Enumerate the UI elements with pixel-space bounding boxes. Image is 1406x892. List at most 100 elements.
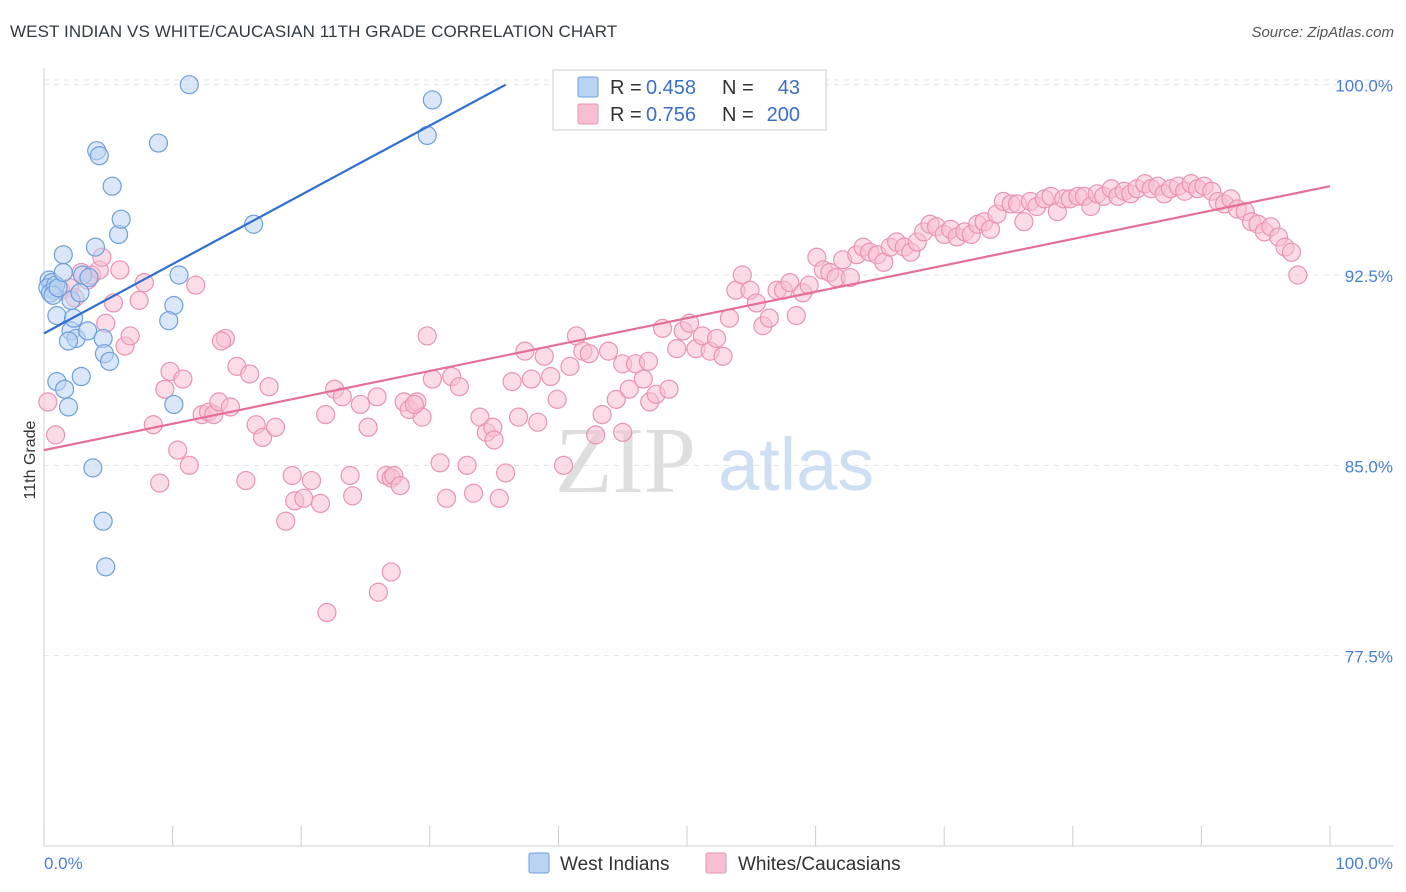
- whites-caucasians-point: [1014, 212, 1034, 232]
- west-indians-point: [99, 351, 120, 371]
- bottom-legend-whites: Whites/Caucasians: [738, 854, 901, 875]
- whites-caucasians-point: [340, 465, 360, 486]
- whites-caucasians-point: [786, 306, 806, 326]
- x-tick-labels: 0.0% 100.0%: [44, 854, 1393, 873]
- y-tick-label: 100.0%: [1335, 77, 1393, 96]
- whites-caucasians-point: [301, 470, 322, 491]
- whites-caucasians-point: [547, 389, 567, 409]
- whites-caucasians-point: [179, 455, 199, 475]
- whites-caucasians-point: [528, 412, 548, 432]
- west-indians-point: [164, 394, 184, 415]
- whites-caucasians-point: [732, 265, 752, 285]
- source-label: Source: ZipAtlas.com: [1251, 24, 1394, 41]
- west-indians-point: [89, 146, 109, 166]
- series-whites-caucasians: [38, 174, 1308, 623]
- west-indians-point: [179, 75, 199, 95]
- whites-caucasians-point: [759, 308, 779, 328]
- axes: [43, 68, 1393, 847]
- whites-caucasians-point: [560, 356, 580, 376]
- bottom-legend-swatch-blue: [528, 852, 550, 874]
- west-indians-point: [53, 262, 73, 283]
- whites-caucasians-point: [38, 392, 58, 412]
- legend-r-label-0: R =: [610, 77, 642, 99]
- whites-caucasians-point: [489, 488, 509, 508]
- y-tick-labels: 77.5% 85.0% 92.5% 100.0%: [1335, 77, 1393, 667]
- y-tick-label: 77.5%: [1345, 648, 1393, 667]
- whites-caucasians-point: [534, 346, 554, 366]
- whites-caucasians-point: [343, 486, 363, 506]
- trend-line-west-indians: [43, 83, 507, 335]
- whites-caucasians-point: [484, 430, 504, 450]
- west-indians-point: [54, 379, 75, 399]
- whites-caucasians-point: [404, 394, 424, 415]
- west-indians-point: [58, 397, 79, 417]
- west-indians-point: [96, 557, 116, 577]
- west-indians-point: [148, 133, 169, 153]
- whites-caucasians-point: [638, 351, 659, 371]
- west-indians-point: [159, 311, 179, 331]
- legend-n-value-1: 200: [767, 104, 800, 126]
- whites-caucasians-point: [706, 328, 727, 349]
- whites-caucasians-point: [294, 488, 314, 508]
- west-indians-point: [71, 366, 91, 387]
- legend-swatch-blue: [577, 76, 599, 98]
- whites-caucasians-point: [236, 470, 256, 491]
- whites-caucasians-point: [508, 407, 529, 427]
- whites-caucasians-point: [317, 602, 337, 623]
- whites-caucasians-point: [606, 389, 626, 409]
- x-tick-label-max: 100.0%: [1335, 854, 1393, 873]
- whites-caucasians-point: [502, 372, 522, 392]
- whites-caucasians-point: [713, 346, 733, 366]
- trend-lines: [43, 83, 1331, 452]
- whites-caucasians-point: [211, 331, 232, 351]
- whites-caucasians-point: [633, 369, 653, 389]
- trend-line-whites-caucasians: [43, 185, 1331, 452]
- chart-title: WEST INDIAN VS WHITE/CAUCASIAN 11TH GRAD…: [10, 22, 618, 41]
- whites-caucasians-point: [358, 417, 378, 437]
- whites-caucasians-point: [457, 455, 477, 475]
- whites-caucasians-point: [436, 488, 457, 508]
- y-tick-label: 92.5%: [1345, 267, 1393, 286]
- whites-caucasians-point: [463, 483, 484, 503]
- legend-n-value-0: 43: [778, 77, 800, 99]
- whites-caucasians-point: [1281, 242, 1302, 262]
- whites-caucasians-point: [390, 476, 410, 496]
- whites-caucasians-point: [45, 425, 66, 445]
- legend-n-label-0: N =: [722, 77, 754, 99]
- whites-caucasians-point: [496, 463, 516, 483]
- west-indians-point: [169, 265, 189, 285]
- bottom-legend: West Indians Whites/Caucasians: [528, 852, 901, 875]
- whites-caucasians-point: [449, 377, 469, 397]
- whites-caucasians-point: [310, 493, 331, 514]
- legend-r-value-1: 0.756: [646, 104, 696, 126]
- bottom-legend-west-indians: West Indians: [560, 854, 669, 875]
- whites-caucasians-point: [613, 422, 633, 442]
- whites-caucasians-point: [143, 415, 163, 435]
- west-indians-point: [111, 209, 131, 229]
- legend-box: R = 0.458 N = 43 R = 0.756 N = 200: [552, 69, 827, 131]
- whites-caucasians-point: [110, 260, 130, 280]
- whites-caucasians-point: [168, 440, 188, 460]
- whites-caucasians-point: [129, 290, 149, 310]
- west-indians-point: [78, 321, 98, 341]
- whites-caucasians-point: [586, 425, 606, 445]
- legend-n-label-1: N =: [722, 104, 754, 126]
- whites-caucasians-point: [240, 364, 260, 384]
- whites-caucasians-point: [368, 582, 388, 602]
- whites-caucasians-point: [553, 455, 574, 475]
- whites-caucasians-point: [367, 387, 387, 407]
- west-indians-point: [85, 237, 106, 257]
- west-indians-point: [93, 511, 113, 531]
- whites-caucasians-point: [282, 465, 302, 486]
- whites-caucasians-point: [316, 404, 336, 425]
- legend-r-label-1: R =: [610, 104, 642, 126]
- whites-caucasians-point: [840, 267, 860, 288]
- west-indians-point: [83, 458, 103, 478]
- whites-caucasians-point: [381, 562, 401, 582]
- whites-caucasians-point: [276, 511, 296, 531]
- west-indians-point: [58, 331, 79, 351]
- whites-caucasians-point: [521, 369, 541, 389]
- bottom-legend-swatch-pink: [705, 852, 727, 874]
- whites-caucasians-point: [430, 453, 450, 473]
